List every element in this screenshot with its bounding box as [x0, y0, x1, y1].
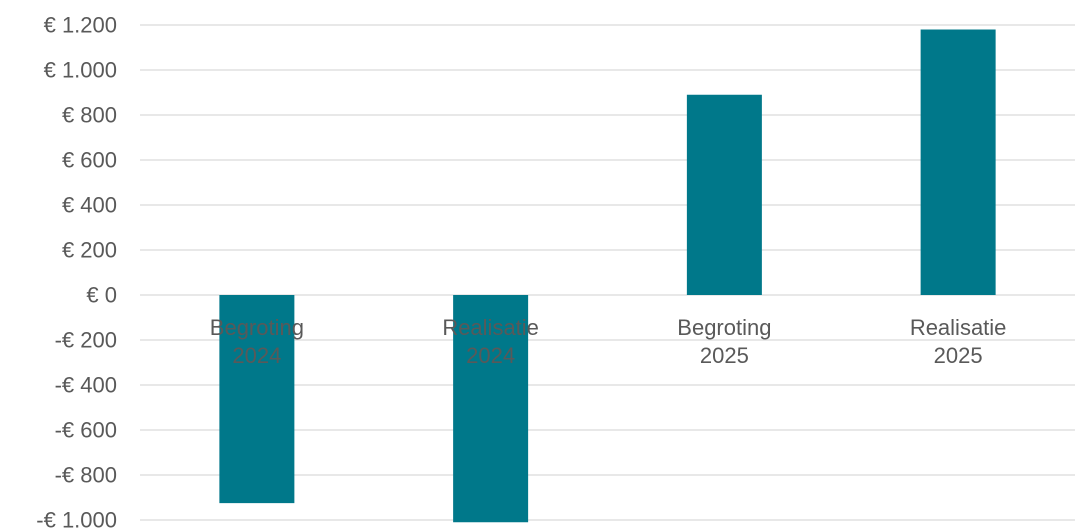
x-category-label: Begroting 2024: [210, 315, 304, 368]
bars: [219, 29, 996, 523]
bar: [686, 94, 762, 295]
y-tick-label: € 1.200: [44, 13, 117, 38]
category-labels: Begroting 2024 Realisatie 2024 Begroting 2025…: [210, 315, 1007, 368]
x-category-label: Begroting 2025: [677, 315, 771, 368]
y-tick-label: € 400: [62, 193, 117, 218]
bar: [920, 29, 996, 295]
y-tick-label: -€ 800: [55, 463, 117, 488]
y-tick-label: € 800: [62, 103, 117, 128]
y-tick-label: € 200: [62, 238, 117, 263]
bar: [453, 295, 529, 523]
x-category-label: Realisatie 2025: [910, 315, 1007, 368]
y-tick-label: € 600: [62, 148, 117, 173]
y-tick-label: € 1.000: [44, 58, 117, 83]
y-tick-label: € 0: [86, 283, 117, 308]
x-category-label: Realisatie 2024: [442, 315, 539, 368]
y-tick-label: -€ 600: [55, 418, 117, 443]
y-tick-label: -€ 400: [55, 373, 117, 398]
y-tick-label: -€ 1.000: [36, 508, 117, 530]
y-axis: € 1.200 € 1.000 € 800 € 600 € 400 € 200 € 0 -€ …: [36, 13, 117, 530]
bar: [219, 295, 295, 504]
y-tick-label: -€ 200: [55, 328, 117, 353]
gridlines: [140, 24, 1075, 521]
